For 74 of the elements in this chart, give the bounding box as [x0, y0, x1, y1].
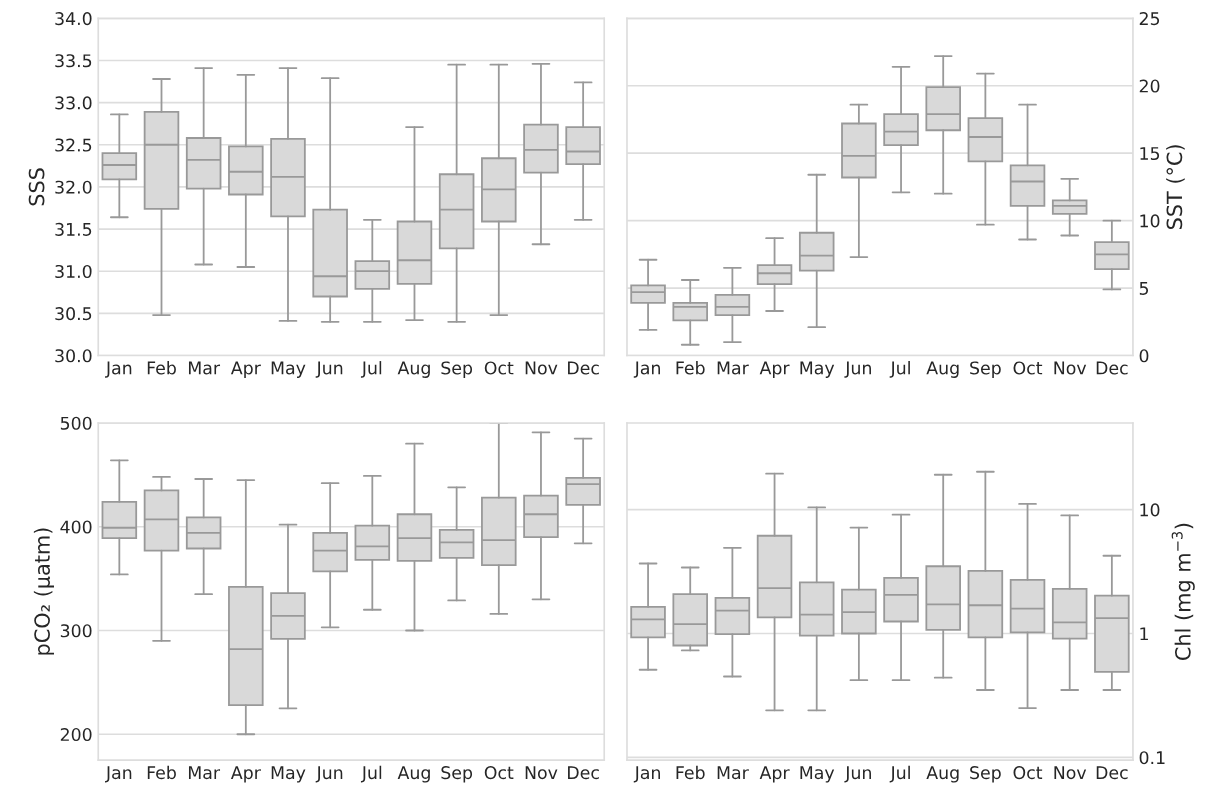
- x-tick-label: Feb: [676, 765, 705, 780]
- y2-tick-label: 0.1: [1139, 751, 1165, 765]
- x-tick-label: Aug: [926, 361, 959, 378]
- x-tick-label: Jul: [360, 361, 382, 378]
- y2-axis-title: SST (°C): [1166, 145, 1185, 230]
- x-tick-label: Jan: [105, 766, 132, 783]
- y-tick-label: 34.0: [55, 12, 92, 26]
- x-tick-label: Aug: [397, 361, 430, 378]
- y-tick-label: 30.0: [55, 349, 92, 363]
- y2-axis-title: Chl (mg m$^{−3}$): [1171, 523, 1195, 660]
- x-tick-label: Dec: [568, 361, 599, 375]
- x-tick-label: Feb: [147, 361, 176, 375]
- x-tick-label: Jun: [315, 766, 343, 783]
- x-tick-label: Aug: [397, 766, 430, 783]
- x-tick-label: Jun: [315, 361, 343, 378]
- y2-tick-label: 5: [1139, 282, 1149, 295]
- y-tick-label: 30.5: [55, 307, 92, 321]
- x-tick-label: Nov: [1054, 361, 1087, 375]
- y-tick-label: 200: [60, 727, 92, 742]
- y2-tick-label: 25: [1139, 12, 1160, 26]
- y-tick-label: 500: [60, 416, 92, 430]
- y-tick-label: 400: [60, 520, 92, 534]
- x-tick-label: Jan: [633, 361, 660, 378]
- y-tick-label: 32.5: [55, 138, 92, 152]
- y-tick-label: 31.0: [55, 264, 92, 279]
- y2-tick-label: 10: [1140, 214, 1160, 228]
- y-axis-title: SSS: [28, 168, 45, 206]
- x-tick-label: May: [800, 361, 835, 378]
- x-tick-label: Oct: [484, 766, 514, 780]
- x-tick-label: Jan: [633, 766, 660, 783]
- x-tick-label: Nov: [1054, 766, 1087, 780]
- y-tick-label: 31.5: [55, 222, 92, 236]
- x-tick-label: Sep: [441, 766, 473, 783]
- y-tick-label: 300: [60, 624, 92, 638]
- y2-tick-label: 10: [1140, 503, 1160, 517]
- x-tick-label: Dec: [1096, 361, 1128, 375]
- x-tick-label: May: [271, 361, 306, 378]
- x-tick-label: May: [271, 766, 306, 783]
- x-tick-label: Nov: [525, 766, 558, 780]
- x-tick-label: Dec: [568, 766, 599, 780]
- y-tick-label: 33.5: [55, 54, 92, 68]
- x-tick-label: Sep: [970, 361, 1001, 378]
- x-tick-label: Apr: [759, 361, 790, 378]
- x-tick-label: Apr: [759, 766, 790, 783]
- x-tick-label: Feb: [147, 765, 176, 780]
- x-tick-label: Jul: [889, 361, 910, 378]
- x-tick-label: Jul: [360, 765, 382, 783]
- x-tick-label: Jan: [105, 361, 132, 378]
- x-tick-label: Oct: [1013, 766, 1043, 780]
- y2-tick-label: 20: [1139, 79, 1160, 93]
- x-tick-label: Jul: [889, 765, 910, 783]
- x-tick-label: Nov: [525, 361, 558, 375]
- x-tick-label: Feb: [676, 361, 705, 375]
- x-tick-label: Jun: [844, 766, 871, 783]
- x-tick-label: Aug: [926, 766, 959, 783]
- y-tick-label: 33.0: [55, 96, 92, 110]
- y2-tick-label: 0: [1139, 349, 1149, 363]
- x-tick-label: Apr: [230, 361, 261, 378]
- x-tick-label: Sep: [441, 361, 473, 378]
- x-tick-label: Mar: [188, 766, 221, 780]
- y2-tick-label: 1: [1140, 627, 1148, 641]
- x-tick-label: Apr: [230, 766, 261, 783]
- y-axis-title: pCO₂ (μatm): [33, 528, 54, 655]
- x-tick-label: Oct: [1013, 361, 1043, 375]
- x-tick-label: Jun: [844, 361, 871, 378]
- x-tick-label: Dec: [1096, 766, 1128, 780]
- x-tick-label: Sep: [970, 766, 1001, 783]
- x-tick-label: Mar: [717, 766, 749, 780]
- y-tick-label: 32.0: [55, 180, 92, 194]
- x-tick-label: Mar: [188, 361, 221, 375]
- x-tick-label: Mar: [717, 361, 749, 375]
- y2-tick-label: 15: [1140, 147, 1160, 161]
- x-tick-label: May: [800, 766, 835, 783]
- x-tick-label: Oct: [484, 361, 514, 375]
